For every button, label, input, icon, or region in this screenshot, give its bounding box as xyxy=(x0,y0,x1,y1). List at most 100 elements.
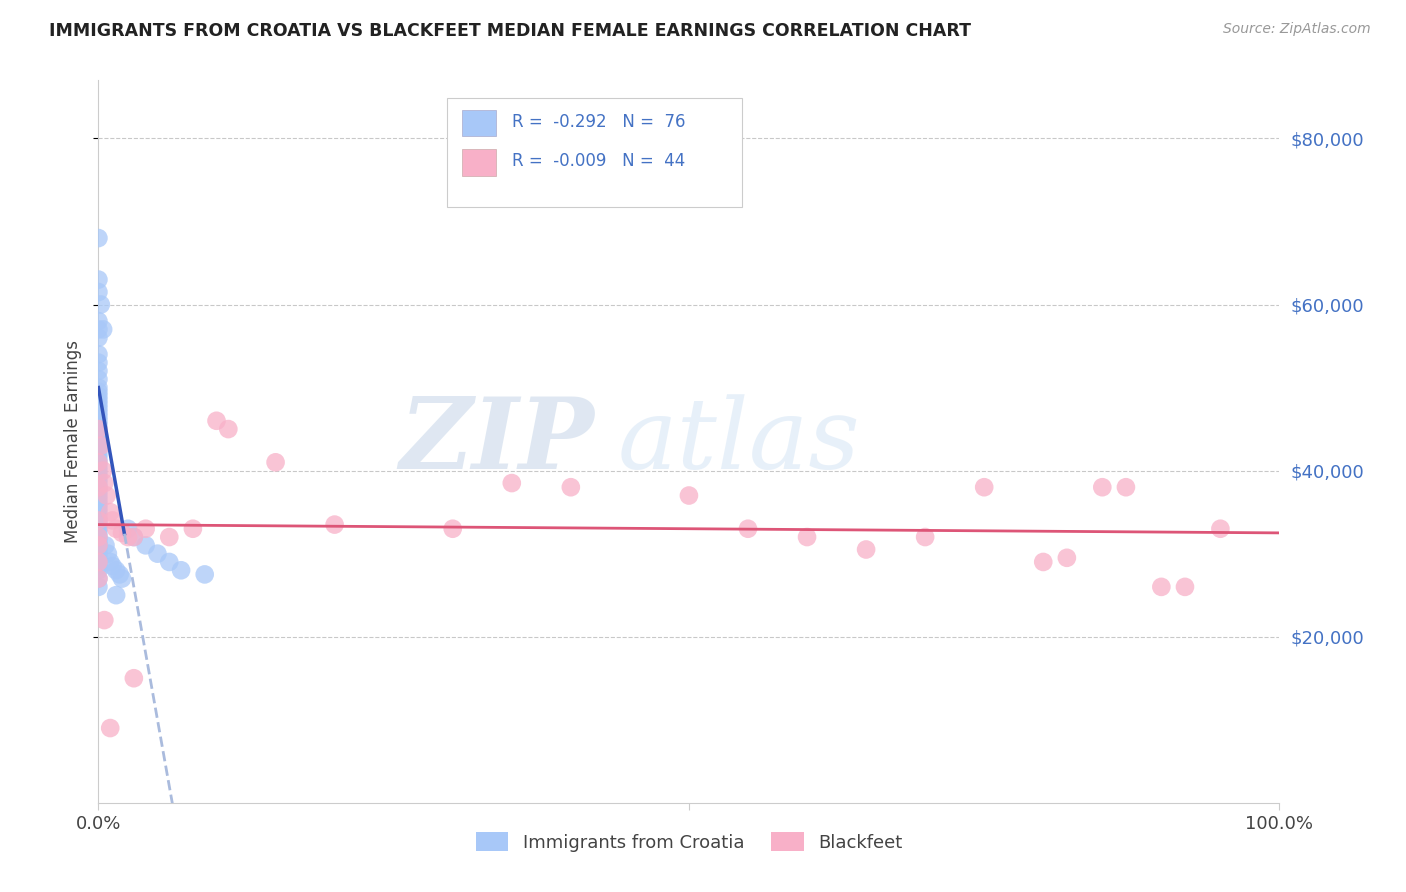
Point xyxy=(105,522,128,536)
Point xyxy=(122,671,145,685)
Point xyxy=(87,555,110,569)
Point xyxy=(87,530,110,544)
Point xyxy=(87,426,110,441)
Point xyxy=(87,405,110,419)
Point xyxy=(87,356,110,370)
Point xyxy=(1174,580,1197,594)
Point xyxy=(135,522,157,536)
Point xyxy=(87,534,110,549)
Point xyxy=(87,322,110,336)
Point xyxy=(87,472,110,486)
Point xyxy=(87,414,110,428)
Point xyxy=(855,542,877,557)
Point xyxy=(87,480,110,494)
Point xyxy=(87,397,110,411)
Point xyxy=(93,613,115,627)
FancyBboxPatch shape xyxy=(463,110,496,136)
Point xyxy=(87,530,110,544)
Point xyxy=(87,559,110,574)
Point xyxy=(87,538,110,552)
Point xyxy=(122,530,145,544)
Point xyxy=(441,522,464,536)
Point xyxy=(87,364,110,378)
Point xyxy=(87,380,110,394)
Point xyxy=(98,721,121,735)
Point xyxy=(796,530,818,544)
Point xyxy=(87,464,110,478)
Point xyxy=(111,572,134,586)
Point xyxy=(87,517,110,532)
Point xyxy=(105,588,128,602)
Point xyxy=(101,513,124,527)
Point xyxy=(87,509,110,524)
Point xyxy=(87,439,110,453)
Text: atlas: atlas xyxy=(619,394,860,489)
Point xyxy=(87,467,110,482)
Point xyxy=(122,530,145,544)
Point xyxy=(87,572,110,586)
Point xyxy=(181,522,204,536)
Point xyxy=(157,555,180,569)
Point xyxy=(737,522,759,536)
Point xyxy=(87,331,110,345)
Point xyxy=(97,547,120,561)
Point xyxy=(87,513,110,527)
Point xyxy=(93,476,115,491)
Point xyxy=(87,347,110,361)
Point xyxy=(87,451,110,466)
Point xyxy=(87,389,110,403)
Point xyxy=(87,525,110,540)
Point xyxy=(87,547,110,561)
Point xyxy=(87,480,110,494)
Point xyxy=(678,489,700,503)
Point xyxy=(90,439,112,453)
Point xyxy=(87,476,110,491)
Point xyxy=(135,538,157,552)
Point xyxy=(87,231,110,245)
Text: IMMIGRANTS FROM CROATIA VS BLACKFEET MEDIAN FEMALE EARNINGS CORRELATION CHART: IMMIGRANTS FROM CROATIA VS BLACKFEET MED… xyxy=(49,22,972,40)
Point xyxy=(205,414,228,428)
Point xyxy=(87,409,110,424)
Point xyxy=(87,430,110,444)
Point xyxy=(108,567,131,582)
Point xyxy=(501,476,523,491)
Point xyxy=(87,497,110,511)
Point xyxy=(87,555,110,569)
Point xyxy=(973,480,995,494)
Point xyxy=(87,492,110,507)
Point xyxy=(87,285,110,299)
Point xyxy=(87,542,110,557)
Point xyxy=(1115,480,1137,494)
Text: ZIP: ZIP xyxy=(399,393,595,490)
Point xyxy=(560,480,582,494)
Point xyxy=(91,464,114,478)
Point xyxy=(87,580,110,594)
Point xyxy=(157,530,180,544)
Text: R =  -0.292   N =  76: R = -0.292 N = 76 xyxy=(512,113,685,131)
Point xyxy=(1209,522,1232,536)
Point xyxy=(87,455,110,469)
Point xyxy=(90,297,112,311)
Point xyxy=(87,538,110,552)
Point xyxy=(87,484,110,499)
Point xyxy=(87,563,110,577)
Point xyxy=(87,513,110,527)
Point xyxy=(87,447,110,461)
Point xyxy=(87,442,110,457)
Point xyxy=(94,538,117,552)
Point xyxy=(87,489,110,503)
Point xyxy=(87,434,110,449)
Point xyxy=(87,505,110,519)
Point xyxy=(87,272,110,286)
Point xyxy=(96,489,118,503)
Point xyxy=(146,547,169,561)
Point xyxy=(87,392,110,407)
Point xyxy=(87,372,110,386)
Text: R =  -0.009   N =  44: R = -0.009 N = 44 xyxy=(512,153,685,170)
Point xyxy=(1091,480,1114,494)
Point xyxy=(194,567,217,582)
Text: Source: ZipAtlas.com: Source: ZipAtlas.com xyxy=(1223,22,1371,37)
Point xyxy=(87,522,110,536)
Point xyxy=(91,322,114,336)
Point xyxy=(1056,550,1078,565)
